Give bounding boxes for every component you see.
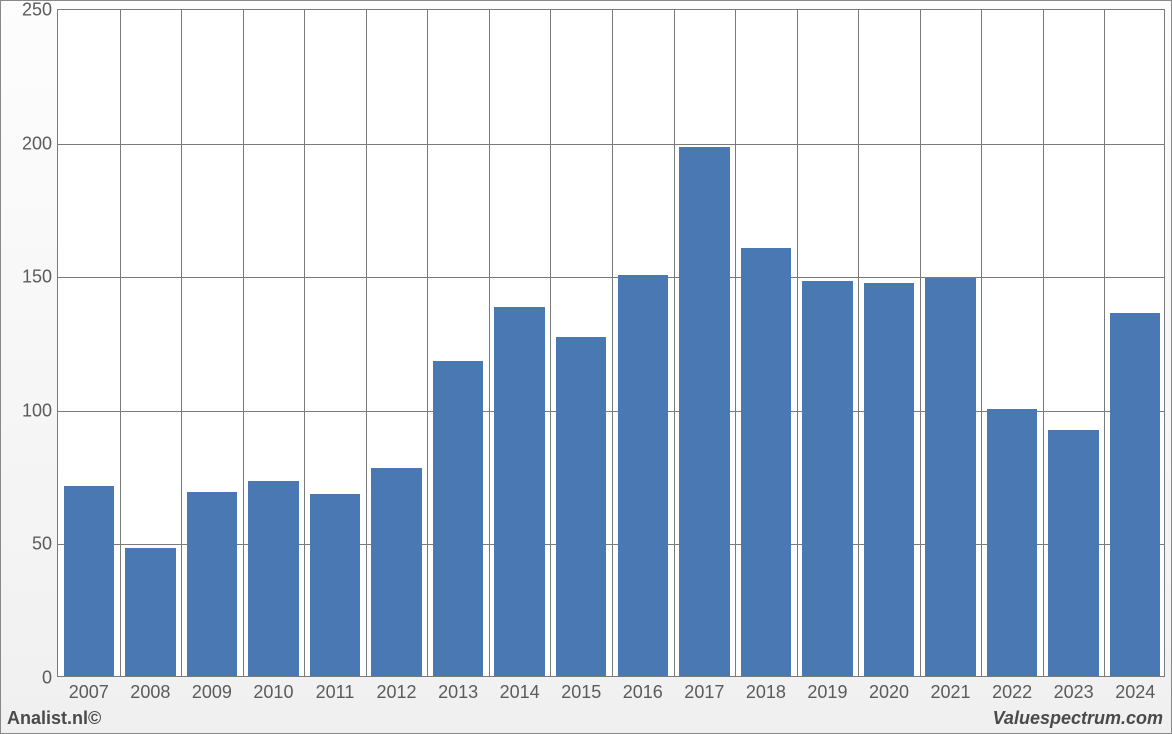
footer-left-label: Analist.nl©: [7, 708, 101, 729]
grid-line-vertical: [304, 10, 305, 676]
grid-line-vertical: [427, 10, 428, 676]
x-tick-label: 2024: [1115, 682, 1155, 703]
x-tick-label: 2012: [377, 682, 417, 703]
y-tick-label: 50: [32, 534, 52, 555]
bar: [741, 248, 791, 676]
grid-line-vertical: [1104, 10, 1105, 676]
grid-line-vertical: [181, 10, 182, 676]
y-tick-label: 250: [22, 0, 52, 21]
grid-line-vertical: [243, 10, 244, 676]
plot-area: 0501001502002502007200820092010201120122…: [57, 9, 1165, 677]
grid-line-vertical: [920, 10, 921, 676]
grid-line-vertical: [674, 10, 675, 676]
x-tick-label: 2018: [746, 682, 786, 703]
x-tick-label: 2017: [684, 682, 724, 703]
x-tick-label: 2009: [192, 682, 232, 703]
x-tick-label: 2010: [253, 682, 293, 703]
bar: [679, 147, 729, 676]
grid-line-vertical: [366, 10, 367, 676]
bar: [556, 337, 606, 676]
x-tick-label: 2007: [69, 682, 109, 703]
grid-line-vertical: [1043, 10, 1044, 676]
bar: [433, 361, 483, 676]
bar: [618, 275, 668, 676]
y-tick-label: 150: [22, 267, 52, 288]
grid-line-horizontal: [58, 144, 1164, 145]
bar: [864, 283, 914, 676]
grid-line-vertical: [489, 10, 490, 676]
grid-line-vertical: [797, 10, 798, 676]
grid-line-vertical: [858, 10, 859, 676]
x-tick-label: 2013: [438, 682, 478, 703]
x-tick-label: 2022: [992, 682, 1032, 703]
bar: [371, 468, 421, 676]
x-tick-label: 2011: [316, 682, 355, 703]
y-tick-label: 200: [22, 133, 52, 154]
bar: [925, 278, 975, 676]
bar: [1048, 430, 1098, 676]
x-tick-label: 2016: [623, 682, 663, 703]
grid-line-vertical: [120, 10, 121, 676]
x-tick-label: 2015: [561, 682, 601, 703]
grid-line-vertical: [981, 10, 982, 676]
bar: [125, 548, 175, 676]
bar: [494, 307, 544, 676]
bar: [64, 486, 114, 676]
footer-right-label: Valuespectrum.com: [993, 708, 1163, 729]
bar: [1110, 313, 1160, 676]
grid-line-horizontal: [58, 277, 1164, 278]
bar: [187, 492, 237, 676]
bar: [248, 481, 298, 676]
chart-container: 0 50 100 150 200 250 2007 2008 2009 2010 2011 2012 2…: [0, 0, 1172, 734]
x-tick-label: 2019: [807, 682, 847, 703]
x-tick-label: 2020: [869, 682, 909, 703]
grid-line-vertical: [612, 10, 613, 676]
x-tick-label: 2008: [130, 682, 170, 703]
y-tick-label: 0: [42, 668, 52, 689]
bar: [310, 494, 360, 676]
grid-line-vertical: [550, 10, 551, 676]
bar: [987, 409, 1037, 676]
x-tick-label: 2021: [931, 682, 971, 703]
grid-line-vertical: [735, 10, 736, 676]
bar: [802, 281, 852, 676]
x-tick-label: 2014: [500, 682, 540, 703]
y-tick-label: 100: [22, 400, 52, 421]
x-tick-label: 2023: [1054, 682, 1094, 703]
